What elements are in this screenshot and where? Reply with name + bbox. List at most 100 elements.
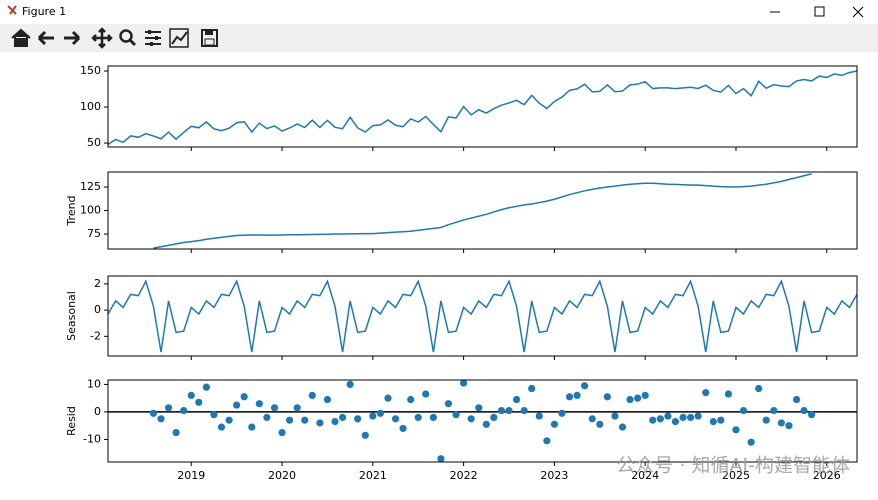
resid-point — [248, 423, 256, 431]
resid-point — [407, 395, 415, 404]
y-tick-label: 10 — [87, 377, 101, 390]
resid-point — [157, 415, 165, 423]
resid-point — [618, 423, 627, 431]
y-tick-label: -10 — [83, 432, 101, 445]
resid-point — [755, 384, 763, 393]
resid-point — [164, 404, 173, 412]
axes-edit-button[interactable] — [169, 28, 189, 48]
resid-point — [512, 395, 521, 404]
resid-point — [641, 391, 649, 400]
app-icon — [7, 5, 17, 15]
x-tick-label: 2023 — [540, 469, 568, 482]
home-button[interactable] — [11, 28, 31, 47]
resid-point — [149, 409, 157, 417]
resid-point — [482, 420, 490, 428]
resid-point — [702, 389, 710, 397]
resid-point — [293, 404, 301, 412]
title-bar — [0, 0, 878, 24]
x-tick-label: 2025 — [722, 469, 750, 482]
resid-point — [792, 395, 801, 404]
resid-point — [376, 409, 384, 417]
resid-point — [709, 417, 717, 426]
y-axis-label: Trend — [65, 195, 78, 226]
resid-point — [777, 419, 785, 427]
resid-point — [399, 424, 407, 433]
resid-point — [611, 412, 619, 420]
y-tick-label: -2 — [90, 329, 101, 342]
resid-point — [301, 416, 309, 424]
zoom-button[interactable] — [119, 29, 137, 47]
resid-point — [180, 406, 188, 415]
x-tick-label: 2020 — [268, 469, 296, 482]
resid-point — [240, 393, 248, 401]
resid-point — [762, 416, 770, 424]
resid-point — [649, 416, 657, 424]
resid-point — [671, 417, 680, 426]
resid-point — [210, 411, 218, 419]
x-tick-label: 2021 — [359, 469, 387, 482]
resid-point — [361, 431, 369, 439]
resid-point — [338, 413, 347, 422]
resid-point — [770, 406, 778, 415]
resid-point — [694, 412, 702, 420]
resid-point — [422, 390, 430, 398]
y-tick-label: 100 — [80, 204, 101, 217]
resid-point — [437, 455, 445, 463]
resid-point — [626, 395, 634, 404]
resid-point — [664, 412, 672, 420]
pan-button[interactable] — [91, 27, 113, 49]
configure-button[interactable] — [145, 30, 161, 46]
resid-point — [739, 406, 748, 415]
resid-point — [452, 411, 460, 419]
resid-point — [323, 395, 332, 404]
watermark: 公众号 · 知循AI-构建智能体 — [616, 455, 850, 477]
y-tick-label: 0 — [94, 303, 101, 316]
resid-point — [520, 406, 528, 415]
y-tick-label: 2 — [94, 277, 101, 290]
resid-point — [656, 415, 664, 423]
resid-point — [233, 401, 241, 409]
resid-point — [543, 437, 551, 445]
resid-point — [475, 404, 483, 412]
resid-point — [717, 416, 725, 424]
axes-frame — [107, 65, 858, 148]
resid-point — [255, 400, 263, 408]
x-tick-label: 2019 — [177, 469, 205, 482]
resid-point — [497, 406, 506, 415]
resid-point — [429, 413, 437, 422]
resid-point — [270, 404, 279, 412]
resid-point — [285, 416, 294, 424]
resid-point — [732, 426, 740, 434]
resid-point — [573, 391, 581, 400]
axes-frame — [107, 275, 858, 357]
resid-point — [369, 412, 377, 420]
close-button[interactable] — [852, 6, 864, 18]
resid-point — [308, 391, 316, 400]
resid-point — [195, 398, 203, 406]
resid-point — [558, 409, 566, 417]
resid-point — [225, 416, 233, 424]
resid-point — [263, 413, 271, 422]
resid-point — [384, 394, 392, 402]
resid-point — [588, 415, 596, 423]
y-axis-label: Seasonal — [65, 291, 78, 341]
resid-point — [800, 406, 808, 415]
save-button[interactable] — [201, 29, 218, 47]
resid-point — [724, 390, 733, 398]
back-button[interactable] — [37, 30, 54, 46]
maximize-button[interactable] — [814, 6, 825, 17]
forward-button[interactable] — [64, 30, 81, 46]
y-tick-label: 100 — [80, 100, 101, 113]
resid-point — [278, 428, 286, 437]
resid-point — [747, 438, 755, 446]
resid-point — [172, 428, 180, 437]
y-tick-label: 125 — [80, 180, 101, 193]
series-line — [107, 70, 858, 146]
resid-point — [581, 382, 589, 390]
resid-point — [528, 384, 536, 393]
resid-point — [331, 417, 339, 426]
resid-point — [467, 415, 475, 423]
resid-point — [354, 415, 362, 423]
axes-frame — [107, 379, 858, 463]
resid-point — [565, 393, 574, 401]
